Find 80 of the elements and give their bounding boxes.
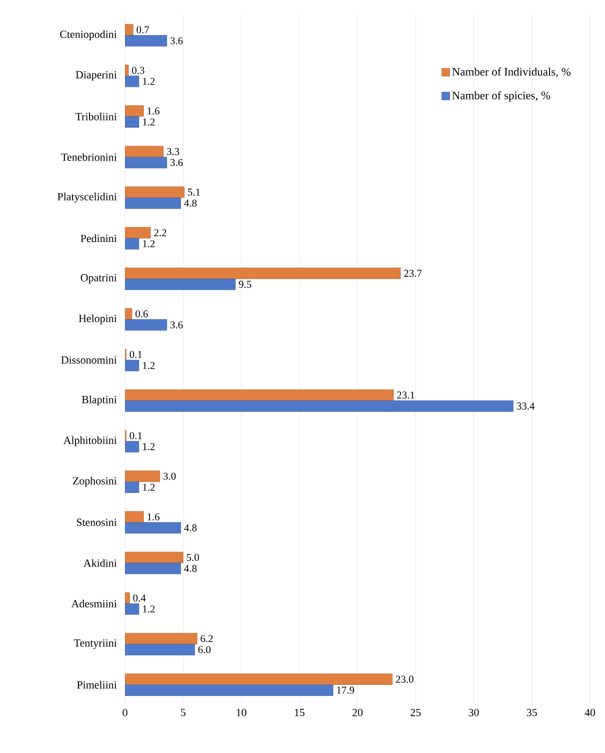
bar — [125, 400, 514, 412]
data-label: 1.2 — [143, 118, 155, 126]
data-label: 0.4 — [133, 594, 146, 602]
y-tick-label: Cteniopodini — [60, 30, 117, 40]
x-tick-label: 35 — [526, 708, 537, 716]
data-label: 1.2 — [143, 362, 155, 370]
y-tick-label: Blaptini — [82, 396, 117, 406]
x-tick-label: 15 — [294, 708, 304, 716]
y-tick-label: Adesmiini — [71, 600, 117, 608]
x-tick-label: 40 — [584, 708, 596, 716]
data-label: 0.6 — [136, 310, 148, 318]
x-tick-label: 10 — [236, 708, 246, 716]
data-label: 6.0 — [198, 646, 211, 654]
bar — [125, 470, 160, 482]
bar — [125, 268, 401, 279]
data-label: 4.8 — [184, 200, 197, 207]
x-tick-label: 25 — [410, 708, 421, 716]
data-label: 1.6 — [148, 513, 160, 520]
data-label: 0.3 — [132, 66, 144, 74]
data-label: 4.8 — [184, 524, 197, 532]
data-label: 33.4 — [516, 402, 535, 410]
data-label: 3.6 — [170, 321, 183, 328]
data-label: 0.7 — [136, 26, 150, 34]
data-label: 1.2 — [143, 240, 155, 248]
x-tick-label: 0 — [122, 708, 128, 716]
data-label: 5.1 — [188, 188, 200, 196]
data-label: 1.2 — [143, 78, 155, 85]
data-label: 23.1 — [397, 392, 414, 399]
bar — [125, 227, 151, 238]
y-tick-label: Dissonomini — [61, 356, 117, 364]
x-tick-label: 20 — [352, 708, 363, 716]
y-tick-label: Tentyriini — [74, 639, 117, 649]
y-tick-label: Opatrini — [80, 274, 117, 284]
bar — [125, 522, 181, 534]
data-label: 1.2 — [143, 484, 155, 491]
bar — [125, 35, 167, 46]
y-tick-label: Akidini — [84, 559, 117, 567]
data-label: 0.1 — [130, 432, 142, 440]
bar — [125, 511, 144, 523]
bar — [125, 562, 181, 574]
data-label: 1.2 — [143, 443, 155, 450]
bar — [125, 674, 393, 685]
y-tick-label: Helopini — [78, 314, 117, 324]
y-tick-label: Tenebrionini — [61, 153, 117, 161]
bar — [125, 198, 181, 209]
bar — [125, 644, 195, 656]
legend-label: Namber of spicies, % — [452, 91, 550, 102]
y-tick-label: Triboliini — [75, 112, 117, 120]
data-label: 23.7 — [404, 270, 422, 277]
data-label: 3.6 — [170, 159, 183, 166]
data-label: 2.2 — [154, 229, 166, 236]
bar — [125, 552, 184, 564]
y-tick-label: Pedinini — [80, 234, 117, 242]
data-label: 1.6 — [148, 107, 160, 115]
bar — [125, 632, 198, 644]
y-tick-label: Zophosini — [72, 476, 117, 487]
bar — [125, 684, 334, 696]
data-label: 0.1 — [130, 350, 142, 358]
y-tick-label: Pimeliini — [77, 680, 117, 689]
x-tick-label: 5 — [181, 708, 186, 716]
legend-label: Namber of Individuals, % — [452, 67, 570, 78]
bar — [125, 389, 394, 401]
bar — [125, 278, 236, 290]
bar — [125, 186, 184, 198]
y-tick-label: Stenosini — [76, 518, 117, 526]
data-label: 4.8 — [184, 564, 197, 572]
data-label: 3.3 — [167, 148, 180, 156]
y-tick-label: Alphitobiini — [63, 436, 117, 446]
data-label: 6.2 — [200, 635, 213, 642]
bar — [125, 319, 167, 331]
data-label: 17.9 — [337, 686, 354, 694]
data-label: 23.0 — [396, 676, 414, 683]
y-tick-label: Diaperini — [76, 71, 117, 81]
data-label: 1.2 — [143, 606, 155, 613]
data-label: 5.0 — [186, 554, 199, 561]
data-label: 9.5 — [238, 280, 252, 288]
data-label: 3.0 — [164, 472, 176, 480]
y-tick-label: Platyscelidini — [58, 192, 117, 203]
data-label: 3.6 — [170, 37, 183, 44]
x-tick-label: 30 — [468, 708, 479, 716]
